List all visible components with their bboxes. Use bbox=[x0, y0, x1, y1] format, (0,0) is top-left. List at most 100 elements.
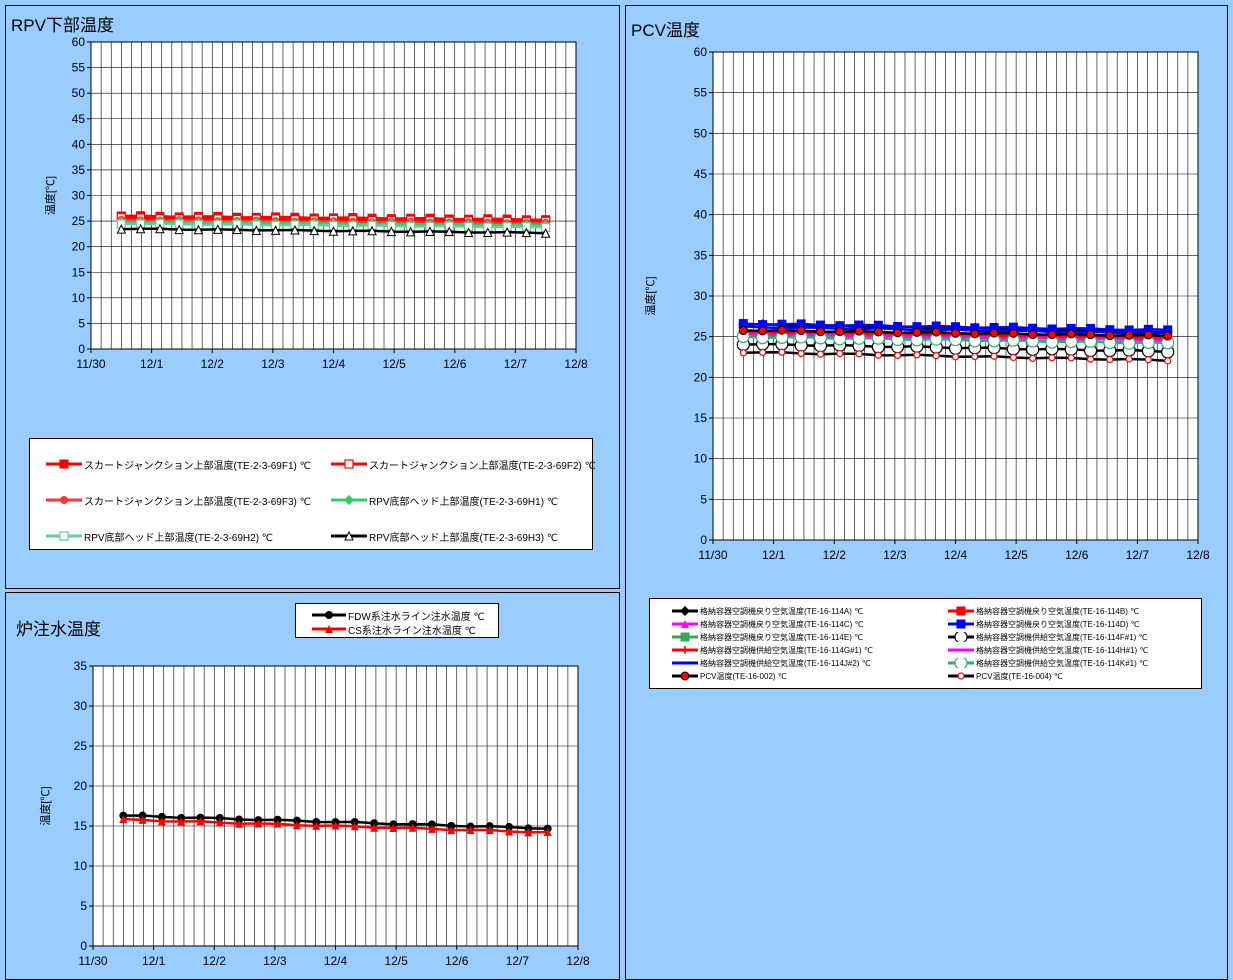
legend-swatch bbox=[948, 658, 974, 668]
legend-label: RPV底部ヘッド上部温度(TE-2-3-69H1) ℃ bbox=[369, 496, 559, 508]
x-tick-label: 12/6 bbox=[1065, 548, 1089, 562]
grid bbox=[713, 52, 1198, 540]
legend-item: FDW系注水ライン注水温度 ℃ bbox=[312, 608, 485, 623]
y-tick-label: 10 bbox=[694, 452, 708, 466]
legend-label: 格納容器空調機戻り空気温度(TE-16-114C) ℃ bbox=[700, 619, 864, 629]
y-tick-label: 45 bbox=[72, 112, 86, 126]
legend-swatch bbox=[948, 606, 974, 616]
series-11 bbox=[738, 325, 1173, 341]
data-point bbox=[855, 350, 863, 358]
data-point bbox=[1124, 330, 1134, 340]
data-point bbox=[215, 818, 224, 827]
data-point bbox=[212, 224, 223, 234]
legend-swatch bbox=[46, 496, 82, 504]
y-tick-label: 50 bbox=[72, 86, 86, 100]
data-point bbox=[778, 348, 786, 356]
data-point bbox=[251, 225, 262, 235]
data-point bbox=[540, 228, 551, 238]
y-tick-label: 35 bbox=[72, 163, 86, 177]
data-point bbox=[466, 825, 475, 834]
data-point bbox=[874, 351, 882, 359]
legend-item: 格納容器空調機供給空気温度(TE-16-114G#1) ℃ bbox=[672, 644, 873, 656]
x-tick-label: 12/6 bbox=[443, 357, 467, 371]
legend-swatch bbox=[312, 611, 346, 619]
legend-swatch bbox=[46, 459, 82, 469]
series-4 bbox=[738, 319, 1173, 335]
x-tick-label: 12/4 bbox=[324, 954, 348, 968]
pcv-panel: PCV温度 0 5 10 15 20 25 30 35 40 45 50 55 60 11/30 12/1 1… bbox=[625, 5, 1228, 980]
x-tick-label: 12/3 bbox=[883, 548, 907, 562]
y-tick-label: 55 bbox=[694, 86, 708, 100]
legend-swatch bbox=[672, 646, 698, 654]
legend-swatch bbox=[672, 606, 698, 616]
data-point bbox=[331, 821, 340, 830]
data-point bbox=[367, 225, 377, 236]
legend-item: 格納容器空調機供給空気温度(TE-16-114J#2) ℃ bbox=[672, 657, 871, 669]
y-tick-label: 15 bbox=[72, 265, 86, 279]
data-point bbox=[1029, 354, 1037, 362]
data-point bbox=[138, 815, 147, 824]
x-tick-label: 12/2 bbox=[201, 357, 225, 371]
data-point bbox=[485, 826, 494, 835]
data-point bbox=[1164, 357, 1172, 365]
y-tick-label: 25 bbox=[74, 739, 88, 753]
data-point bbox=[157, 812, 166, 821]
feed-legend: FDW系注水ライン注水温度 ℃ CS系注水ライン注水温度 ℃ bbox=[295, 603, 499, 638]
legend-swatch bbox=[948, 632, 974, 642]
data-point bbox=[254, 819, 263, 828]
rpv-panel: RPV下部温度 0 5 10 15 20 25 30 35 40 45 50 55 60 11/30 12/… bbox=[5, 5, 620, 589]
data-point bbox=[816, 350, 825, 358]
data-point bbox=[970, 329, 980, 339]
data-point bbox=[524, 828, 533, 837]
y-tick-label: 15 bbox=[694, 411, 708, 425]
data-point bbox=[196, 817, 205, 826]
pcv-panel-title: PCV温度 bbox=[631, 21, 700, 40]
x-tick-label: 12/6 bbox=[445, 954, 469, 968]
legend-item: RPV底部ヘッド上部温度(TE-2-3-69H1) ℃ bbox=[331, 493, 559, 508]
legend-swatch bbox=[672, 661, 698, 665]
y-tick-label: 15 bbox=[74, 819, 88, 833]
x-tick-label: 12/8 bbox=[564, 357, 588, 371]
legend-item: 格納容器空調機供給空気温度(TE-16-114K#1) ℃ bbox=[948, 657, 1148, 669]
y-tick-label: 20 bbox=[694, 370, 708, 384]
y-tick-label: 60 bbox=[694, 45, 708, 59]
y-tick-label: 55 bbox=[72, 61, 86, 75]
data-point bbox=[505, 827, 514, 836]
data-point bbox=[739, 349, 747, 357]
y-tick-label: 30 bbox=[74, 699, 88, 713]
legend-item: 格納容器空調機供給空気温度(TE-16-114F#1) ℃ bbox=[948, 631, 1148, 643]
data-point bbox=[312, 821, 321, 830]
data-point bbox=[971, 352, 979, 361]
data-point bbox=[232, 224, 242, 235]
legend-swatch bbox=[331, 459, 367, 469]
data-point bbox=[796, 326, 806, 336]
data-point bbox=[444, 226, 455, 237]
data-point bbox=[1163, 331, 1173, 341]
data-point bbox=[463, 227, 474, 237]
legend-item: RPV底部ヘッド上部温度(TE-2-3-69H3) ℃ bbox=[331, 529, 558, 544]
legend-item: 格納容器空調機戻り空気温度(TE-16-114D) ℃ bbox=[948, 618, 1140, 630]
data-point bbox=[1143, 330, 1153, 340]
legend-label: FDW系注水ライン注水温度 ℃ bbox=[348, 611, 485, 623]
x-tick-label: 12/1 bbox=[142, 954, 166, 968]
y-tick-label: 35 bbox=[74, 659, 88, 673]
data-point bbox=[836, 349, 844, 358]
series-6 bbox=[116, 223, 551, 238]
data-point bbox=[157, 817, 166, 826]
legend-item: RPV底部ヘッド上部温度(TE-2-3-69H2) ℃ bbox=[46, 529, 273, 544]
x-tick-label: 12/8 bbox=[566, 954, 590, 968]
y-tick-label: 45 bbox=[694, 167, 708, 181]
legend-label: スカートジャンクション上部温度(TE-2-3-69F2) ℃ bbox=[369, 460, 596, 472]
data-point bbox=[447, 821, 456, 830]
data-point bbox=[270, 225, 281, 235]
y-tick-label: 30 bbox=[694, 289, 708, 303]
x-tick-label: 11/30 bbox=[698, 548, 727, 562]
data-point bbox=[386, 226, 397, 237]
y-axis-label: 温度[℃] bbox=[643, 276, 657, 315]
data-point bbox=[931, 327, 941, 337]
legend-item: 格納容器空調機戻り空気温度(TE-16-114A) ℃ bbox=[672, 605, 863, 617]
data-point bbox=[1144, 356, 1152, 364]
data-point bbox=[521, 227, 532, 238]
y-tick-label: 10 bbox=[74, 859, 88, 873]
legend-item: PCV温度(TE-16-004) ℃ bbox=[948, 670, 1063, 682]
